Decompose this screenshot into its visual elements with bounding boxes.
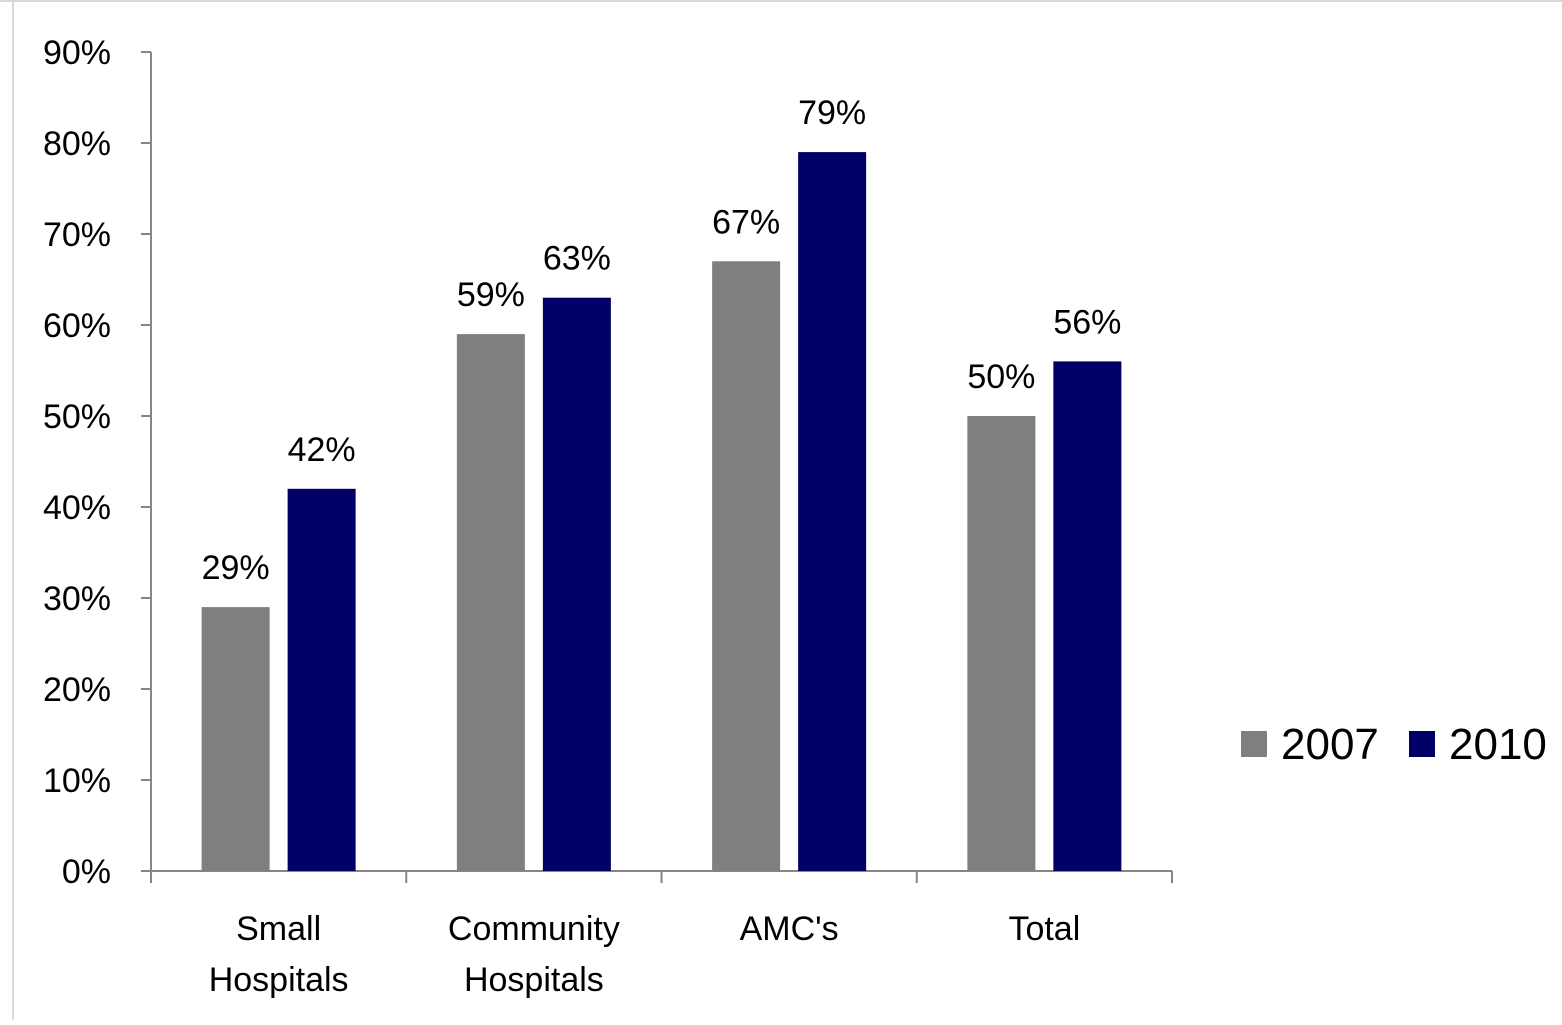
x-category-label: Total: [1008, 910, 1080, 948]
data-label-2010: 42%: [288, 431, 356, 469]
y-tick-label: 0%: [62, 853, 111, 891]
legend-label-2010: 2010: [1449, 720, 1547, 769]
data-label-2007: 50%: [967, 358, 1035, 396]
bar-2007: [712, 261, 781, 871]
legend-label-2007: 2007: [1281, 720, 1379, 769]
legend-swatch-2007: [1241, 731, 1267, 757]
bar-2007: [456, 334, 525, 872]
x-category-label: Small Hospitals: [209, 910, 349, 999]
data-label-2010: 79%: [798, 94, 866, 132]
chart-data-labels: 29% 42% 59% 63% 67% 79% 50% 56%: [202, 94, 1122, 587]
y-tick-label: 70%: [43, 216, 111, 254]
data-label-2010: 63%: [543, 240, 611, 278]
chart-bars: [201, 152, 1122, 872]
y-tick-label: 80%: [43, 125, 111, 163]
data-label-2007: 59%: [457, 276, 525, 314]
y-tick-label: 20%: [43, 671, 111, 709]
y-tick-label: 90%: [43, 34, 111, 72]
bar-2007: [201, 607, 270, 871]
data-label-2007: 67%: [712, 203, 780, 241]
y-tick-label: 60%: [43, 307, 111, 345]
chart-axes: 0% 10% 20% 30% 40% 50% 60% 70% 80% 90% Small Hospit…: [43, 34, 1173, 999]
y-tick-label: 50%: [43, 398, 111, 436]
x-category-label: AMC's: [740, 910, 839, 948]
data-label-2007: 29%: [202, 549, 270, 587]
x-category-label: Community Hospitals: [448, 910, 620, 999]
bar-2010: [1053, 361, 1122, 871]
bar-2010: [287, 488, 356, 871]
frame-top-border: [0, 0, 1562, 2]
bar-2010: [542, 297, 611, 871]
y-tick-label: 30%: [43, 580, 111, 618]
y-tick-label: 40%: [43, 489, 111, 527]
chart-legend: 2007 2010: [1241, 720, 1547, 769]
bar-2010: [798, 152, 867, 872]
data-label-2010: 56%: [1053, 303, 1121, 341]
legend-swatch-2010: [1409, 731, 1435, 757]
y-tick-label: 10%: [43, 762, 111, 800]
bar-2007: [967, 416, 1036, 871]
frame-left-border: [12, 0, 14, 1020]
